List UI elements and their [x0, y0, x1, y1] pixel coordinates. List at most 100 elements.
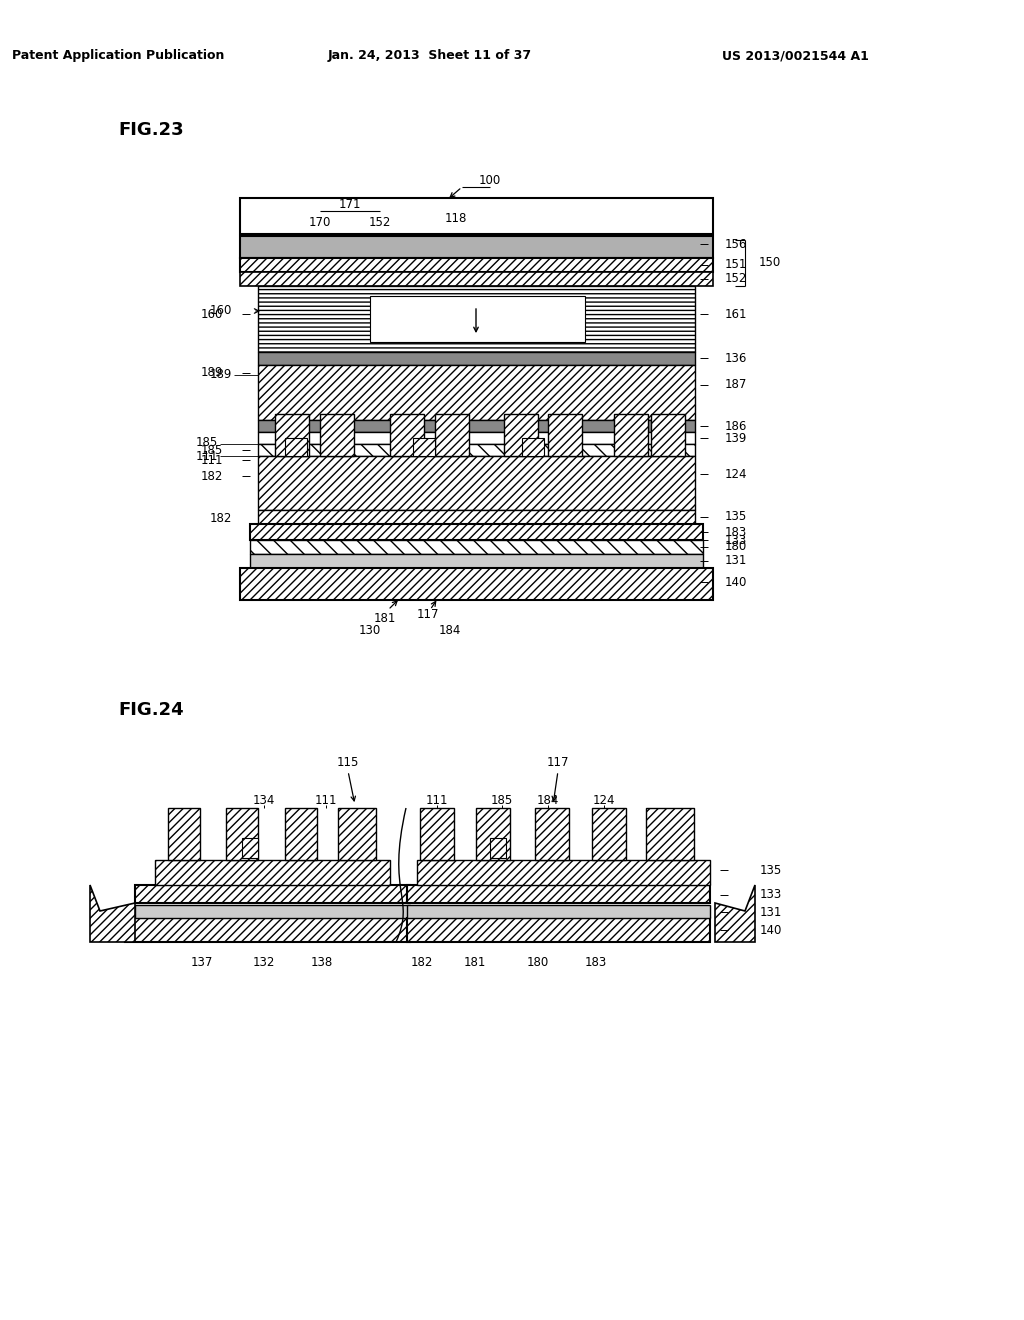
Text: 133: 133 [725, 533, 748, 546]
Bar [258, 420, 695, 432]
Bar [258, 444, 695, 455]
Bar [226, 808, 258, 861]
Text: 186: 186 [725, 420, 748, 433]
Text: 133: 133 [760, 888, 782, 902]
Text: 181: 181 [464, 956, 486, 969]
Text: 150: 150 [759, 256, 781, 269]
Text: 135: 135 [725, 511, 748, 524]
Text: FIG.23: FIG.23 [118, 121, 183, 139]
Bar [420, 808, 454, 861]
Bar [250, 554, 703, 568]
Bar [338, 808, 376, 861]
Text: 180: 180 [725, 540, 748, 553]
Text: 152: 152 [725, 272, 748, 285]
Bar [168, 808, 200, 861]
Bar [285, 808, 317, 861]
Bar [240, 236, 713, 257]
Bar [250, 540, 703, 554]
Text: 160: 160 [201, 308, 223, 321]
Bar [135, 884, 410, 903]
Text: 137: 137 [190, 956, 213, 969]
Text: 182: 182 [210, 512, 232, 525]
Text: 131: 131 [760, 906, 782, 919]
Text: 111: 111 [196, 450, 218, 462]
Text: 124: 124 [593, 793, 615, 807]
Bar [258, 455, 695, 510]
Text: US 2013/0021544 A1: US 2013/0021544 A1 [722, 49, 868, 62]
Text: 185: 185 [196, 436, 218, 449]
Text: 181: 181 [374, 611, 396, 624]
Text: Jan. 24, 2013  Sheet 11 of 37: Jan. 24, 2013 Sheet 11 of 37 [328, 49, 532, 62]
Bar [504, 414, 538, 455]
Text: 138: 138 [311, 956, 333, 969]
Bar [413, 438, 435, 455]
Bar [135, 906, 410, 917]
Text: 189: 189 [201, 367, 223, 380]
Text: 187: 187 [725, 379, 748, 392]
Bar [435, 414, 469, 455]
Bar [407, 884, 710, 903]
Text: Patent Application Publication: Patent Application Publication [12, 49, 224, 62]
Text: 185: 185 [201, 444, 223, 457]
Bar [319, 414, 354, 455]
Bar [240, 568, 713, 601]
Bar [548, 414, 582, 455]
Polygon shape [90, 884, 135, 942]
Text: 156: 156 [725, 238, 748, 251]
Text: 185: 185 [490, 793, 513, 807]
Text: 182: 182 [201, 470, 223, 483]
Polygon shape [715, 884, 755, 942]
Text: 160: 160 [210, 305, 232, 318]
Bar [490, 838, 506, 858]
Bar [240, 272, 713, 286]
Bar [258, 510, 695, 524]
Bar [476, 808, 510, 861]
Text: 111: 111 [314, 793, 337, 807]
Text: 117: 117 [417, 609, 439, 622]
Bar [250, 524, 703, 540]
Bar [417, 861, 710, 884]
Bar [240, 257, 713, 272]
Bar [258, 366, 695, 420]
Bar [390, 414, 424, 455]
Bar [258, 352, 695, 366]
Bar [258, 432, 695, 444]
Text: 170: 170 [309, 215, 331, 228]
Text: 130: 130 [358, 623, 381, 636]
Text: 140: 140 [760, 924, 782, 936]
Text: 161: 161 [725, 308, 748, 321]
Text: 132: 132 [253, 956, 275, 969]
Text: 180: 180 [527, 956, 549, 969]
Bar [125, 917, 410, 942]
Bar [240, 198, 713, 234]
Bar [522, 438, 544, 455]
Text: 111: 111 [426, 793, 449, 807]
Text: 152: 152 [369, 215, 391, 228]
Text: 124: 124 [725, 467, 748, 480]
Text: 111: 111 [201, 454, 223, 466]
Text: 171: 171 [339, 198, 361, 210]
Bar [407, 906, 710, 917]
Bar [651, 414, 685, 455]
Text: FIG.24: FIG.24 [118, 701, 183, 719]
Text: 139: 139 [725, 432, 748, 445]
Text: 117: 117 [547, 755, 569, 768]
Bar [155, 861, 390, 884]
Bar [285, 438, 307, 455]
Text: 182: 182 [411, 956, 433, 969]
Bar [258, 286, 695, 352]
Text: 134: 134 [253, 793, 275, 807]
Text: 184: 184 [537, 793, 559, 807]
Text: 183: 183 [725, 525, 748, 539]
Bar [275, 414, 309, 455]
Text: 183: 183 [585, 956, 607, 969]
Text: 115: 115 [337, 755, 359, 768]
Bar [646, 808, 694, 861]
Bar [242, 838, 258, 858]
Bar [592, 808, 626, 861]
Text: 131: 131 [725, 554, 748, 568]
Text: 118: 118 [444, 211, 467, 224]
Bar [407, 917, 710, 942]
Text: 136: 136 [725, 351, 748, 364]
Bar [535, 808, 569, 861]
